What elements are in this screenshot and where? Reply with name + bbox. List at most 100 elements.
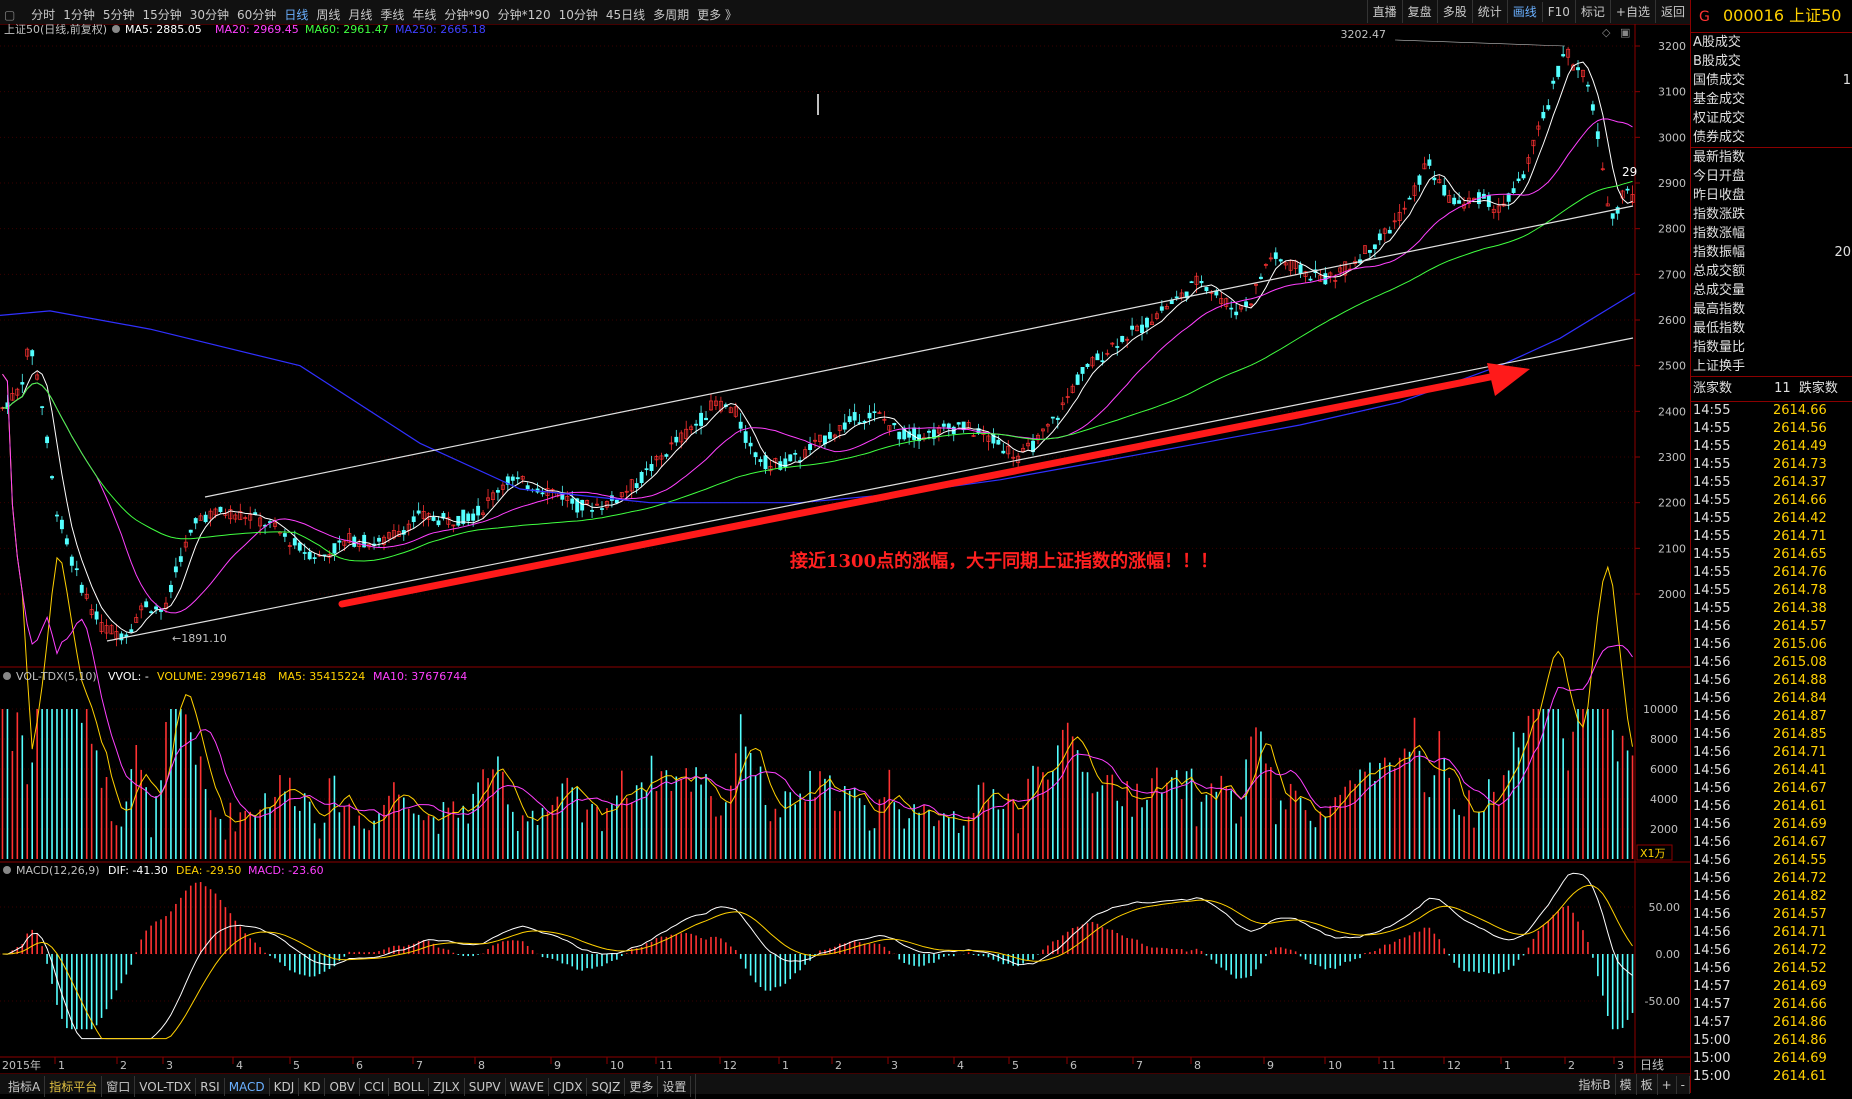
period-tab-14[interactable]: 45日线 bbox=[605, 8, 646, 22]
candle-body bbox=[1080, 367, 1085, 374]
period-tab-12[interactable]: 分钟*120 bbox=[497, 8, 551, 22]
indicator-tab-14[interactable]: CJDX bbox=[549, 1078, 588, 1096]
toolbar-button-0[interactable]: 直播 bbox=[1366, 0, 1402, 23]
bottom-right-button-3[interactable]: + bbox=[1658, 1076, 1677, 1094]
tick-price: 2614.66 bbox=[1773, 493, 1827, 508]
indicator-tab-4[interactable]: RSI bbox=[196, 1078, 225, 1096]
bottom-right-button-1[interactable]: 模 bbox=[1616, 1074, 1637, 1095]
expand-icon[interactable]: ▣ bbox=[1620, 26, 1630, 39]
candle-body bbox=[282, 533, 287, 537]
dea-line bbox=[2, 884, 1633, 1040]
candle-body bbox=[50, 476, 54, 479]
period-tab-1[interactable]: 1分钟 bbox=[63, 8, 95, 22]
indicator-tab-13[interactable]: WAVE bbox=[506, 1078, 550, 1096]
candle-body bbox=[1595, 131, 1600, 139]
month-tick-label: 4 bbox=[236, 1059, 243, 1072]
indicator-tab-0[interactable]: 指标A bbox=[4, 1076, 46, 1097]
toolbar-button-6[interactable]: 标记 bbox=[1574, 0, 1610, 23]
indicator-tab-7[interactable]: KD bbox=[299, 1078, 326, 1096]
period-tab-9[interactable]: 季线 bbox=[380, 8, 405, 22]
price-tick-label: 3000 bbox=[1658, 131, 1686, 144]
period-tab-2[interactable]: 5分钟 bbox=[102, 8, 135, 22]
candle-body bbox=[832, 434, 837, 438]
tick-price: 2614.52 bbox=[1773, 961, 1827, 976]
indicator-tab-15[interactable]: SQJZ bbox=[587, 1078, 626, 1096]
toolbar-button-4[interactable]: 画线 bbox=[1506, 0, 1542, 23]
vol-unit-box bbox=[1636, 844, 1673, 861]
toolbar-button-1[interactable]: 复盘 bbox=[1401, 0, 1437, 23]
toolbar-button-3[interactable]: 统计 bbox=[1471, 0, 1507, 23]
candle-body bbox=[1278, 259, 1283, 262]
bottom-right-button-4[interactable]: - bbox=[1677, 1076, 1690, 1094]
channel-lower-line[interactable] bbox=[106, 337, 1634, 642]
period-tab-11[interactable]: 分钟*90 bbox=[444, 8, 490, 22]
period-tab-0[interactable]: 分时 bbox=[31, 8, 56, 22]
candle-body bbox=[689, 426, 694, 430]
quote-field-label: A股成交 bbox=[1693, 35, 1741, 50]
quote-field-label: 基金成交 bbox=[1693, 92, 1746, 107]
indicator-tab-12[interactable]: SUPV bbox=[465, 1078, 506, 1096]
period-tab-10[interactable]: 年线 bbox=[412, 8, 437, 22]
indicator-tab-10[interactable]: BOLL bbox=[389, 1078, 430, 1096]
indicator-tab-1[interactable]: 指标平台 bbox=[45, 1076, 103, 1097]
tick-time: 14:56 bbox=[1693, 817, 1731, 832]
indicator-tab-5[interactable]: MACD bbox=[225, 1078, 270, 1096]
toolbar-button-7[interactable]: +自选 bbox=[1609, 0, 1655, 23]
trend-arrow-line[interactable] bbox=[338, 373, 1494, 608]
candle-body bbox=[510, 476, 515, 481]
period-tab-3[interactable]: 15分钟 bbox=[142, 8, 182, 22]
period-tab-13[interactable]: 10分钟 bbox=[558, 8, 598, 22]
tick-row: 14:55 2614.65 bbox=[1691, 546, 1852, 564]
candle-body bbox=[69, 556, 74, 566]
indicator-tab-11[interactable]: ZJLX bbox=[429, 1078, 465, 1096]
tick-time: 14:56 bbox=[1693, 745, 1731, 760]
indicator-tab-8[interactable]: OBV bbox=[325, 1078, 360, 1096]
month-tick-label: 6 bbox=[1070, 1059, 1077, 1072]
period-tab-4[interactable]: 30分钟 bbox=[189, 8, 230, 22]
macd-collapse-icon[interactable] bbox=[3, 866, 11, 874]
toolbar-button-8[interactable]: 返回 bbox=[1654, 0, 1690, 23]
candle-body bbox=[1541, 111, 1546, 119]
period-tab-16[interactable]: 更多 》 bbox=[697, 8, 737, 22]
period-tab-8[interactable]: 月线 bbox=[348, 8, 373, 22]
month-tick-label: 2 bbox=[120, 1059, 127, 1072]
window-menu-icon[interactable]: ▢ bbox=[4, 8, 16, 22]
tick-list[interactable]: 14:55 2614.66 14:55 2614.56 14:55 2614.49 14:5… bbox=[1691, 402, 1852, 1086]
candle-body bbox=[927, 430, 931, 433]
bottom-right-button-2[interactable]: 板 bbox=[1637, 1074, 1658, 1095]
trend-arrow-head bbox=[1487, 363, 1530, 396]
ma-collapse-icon[interactable] bbox=[112, 25, 120, 33]
candle-body bbox=[1442, 185, 1447, 196]
candle-body bbox=[149, 611, 154, 613]
month-tick-label: 8 bbox=[478, 1059, 485, 1072]
indicator-tab-9[interactable]: CCI bbox=[360, 1078, 390, 1096]
indicator-tab-17[interactable]: 设置 bbox=[658, 1076, 692, 1097]
period-tab-15[interactable]: 多周期 bbox=[653, 8, 690, 22]
period-tab-5[interactable]: 60分钟 bbox=[237, 8, 277, 22]
bottom-right-button-0[interactable]: 指标B bbox=[1574, 1074, 1616, 1095]
channel-upper-line[interactable] bbox=[204, 205, 1634, 498]
diamond-icon[interactable]: ◇ bbox=[1602, 26, 1611, 39]
toolbar-button-2[interactable]: 多股 bbox=[1436, 0, 1472, 23]
indicator-tab-2[interactable]: 窗口 bbox=[102, 1076, 136, 1097]
candle-body bbox=[94, 611, 99, 620]
candle-body bbox=[1367, 250, 1372, 253]
candle-body bbox=[451, 524, 456, 527]
indicator-tab-6[interactable]: KDJ bbox=[270, 1078, 300, 1096]
period-tab-7[interactable]: 周线 bbox=[316, 8, 341, 22]
candle-body bbox=[287, 545, 292, 547]
vol-unit-label: X1万 bbox=[1640, 847, 1666, 860]
indicator-tab-16[interactable]: 更多 bbox=[625, 1076, 659, 1097]
candle-body bbox=[1382, 228, 1387, 234]
indicator-tab-3[interactable]: VOL-TDX bbox=[135, 1078, 197, 1096]
candle-body bbox=[159, 609, 163, 612]
tick-price: 2614.78 bbox=[1773, 583, 1827, 598]
candle-body bbox=[5, 402, 10, 409]
candle-body bbox=[1392, 220, 1397, 223]
kline-chart[interactable]: 上证50(日线,前复权) MA5: 2885.05 MA20: 2969.45 … bbox=[0, 24, 1690, 1073]
candle-body bbox=[1145, 317, 1149, 328]
toolbar-button-5[interactable]: F10 bbox=[1541, 2, 1575, 22]
vol-collapse-icon[interactable] bbox=[3, 672, 11, 680]
candle-body bbox=[411, 516, 416, 523]
period-tab-6[interactable]: 日线 bbox=[284, 8, 309, 22]
